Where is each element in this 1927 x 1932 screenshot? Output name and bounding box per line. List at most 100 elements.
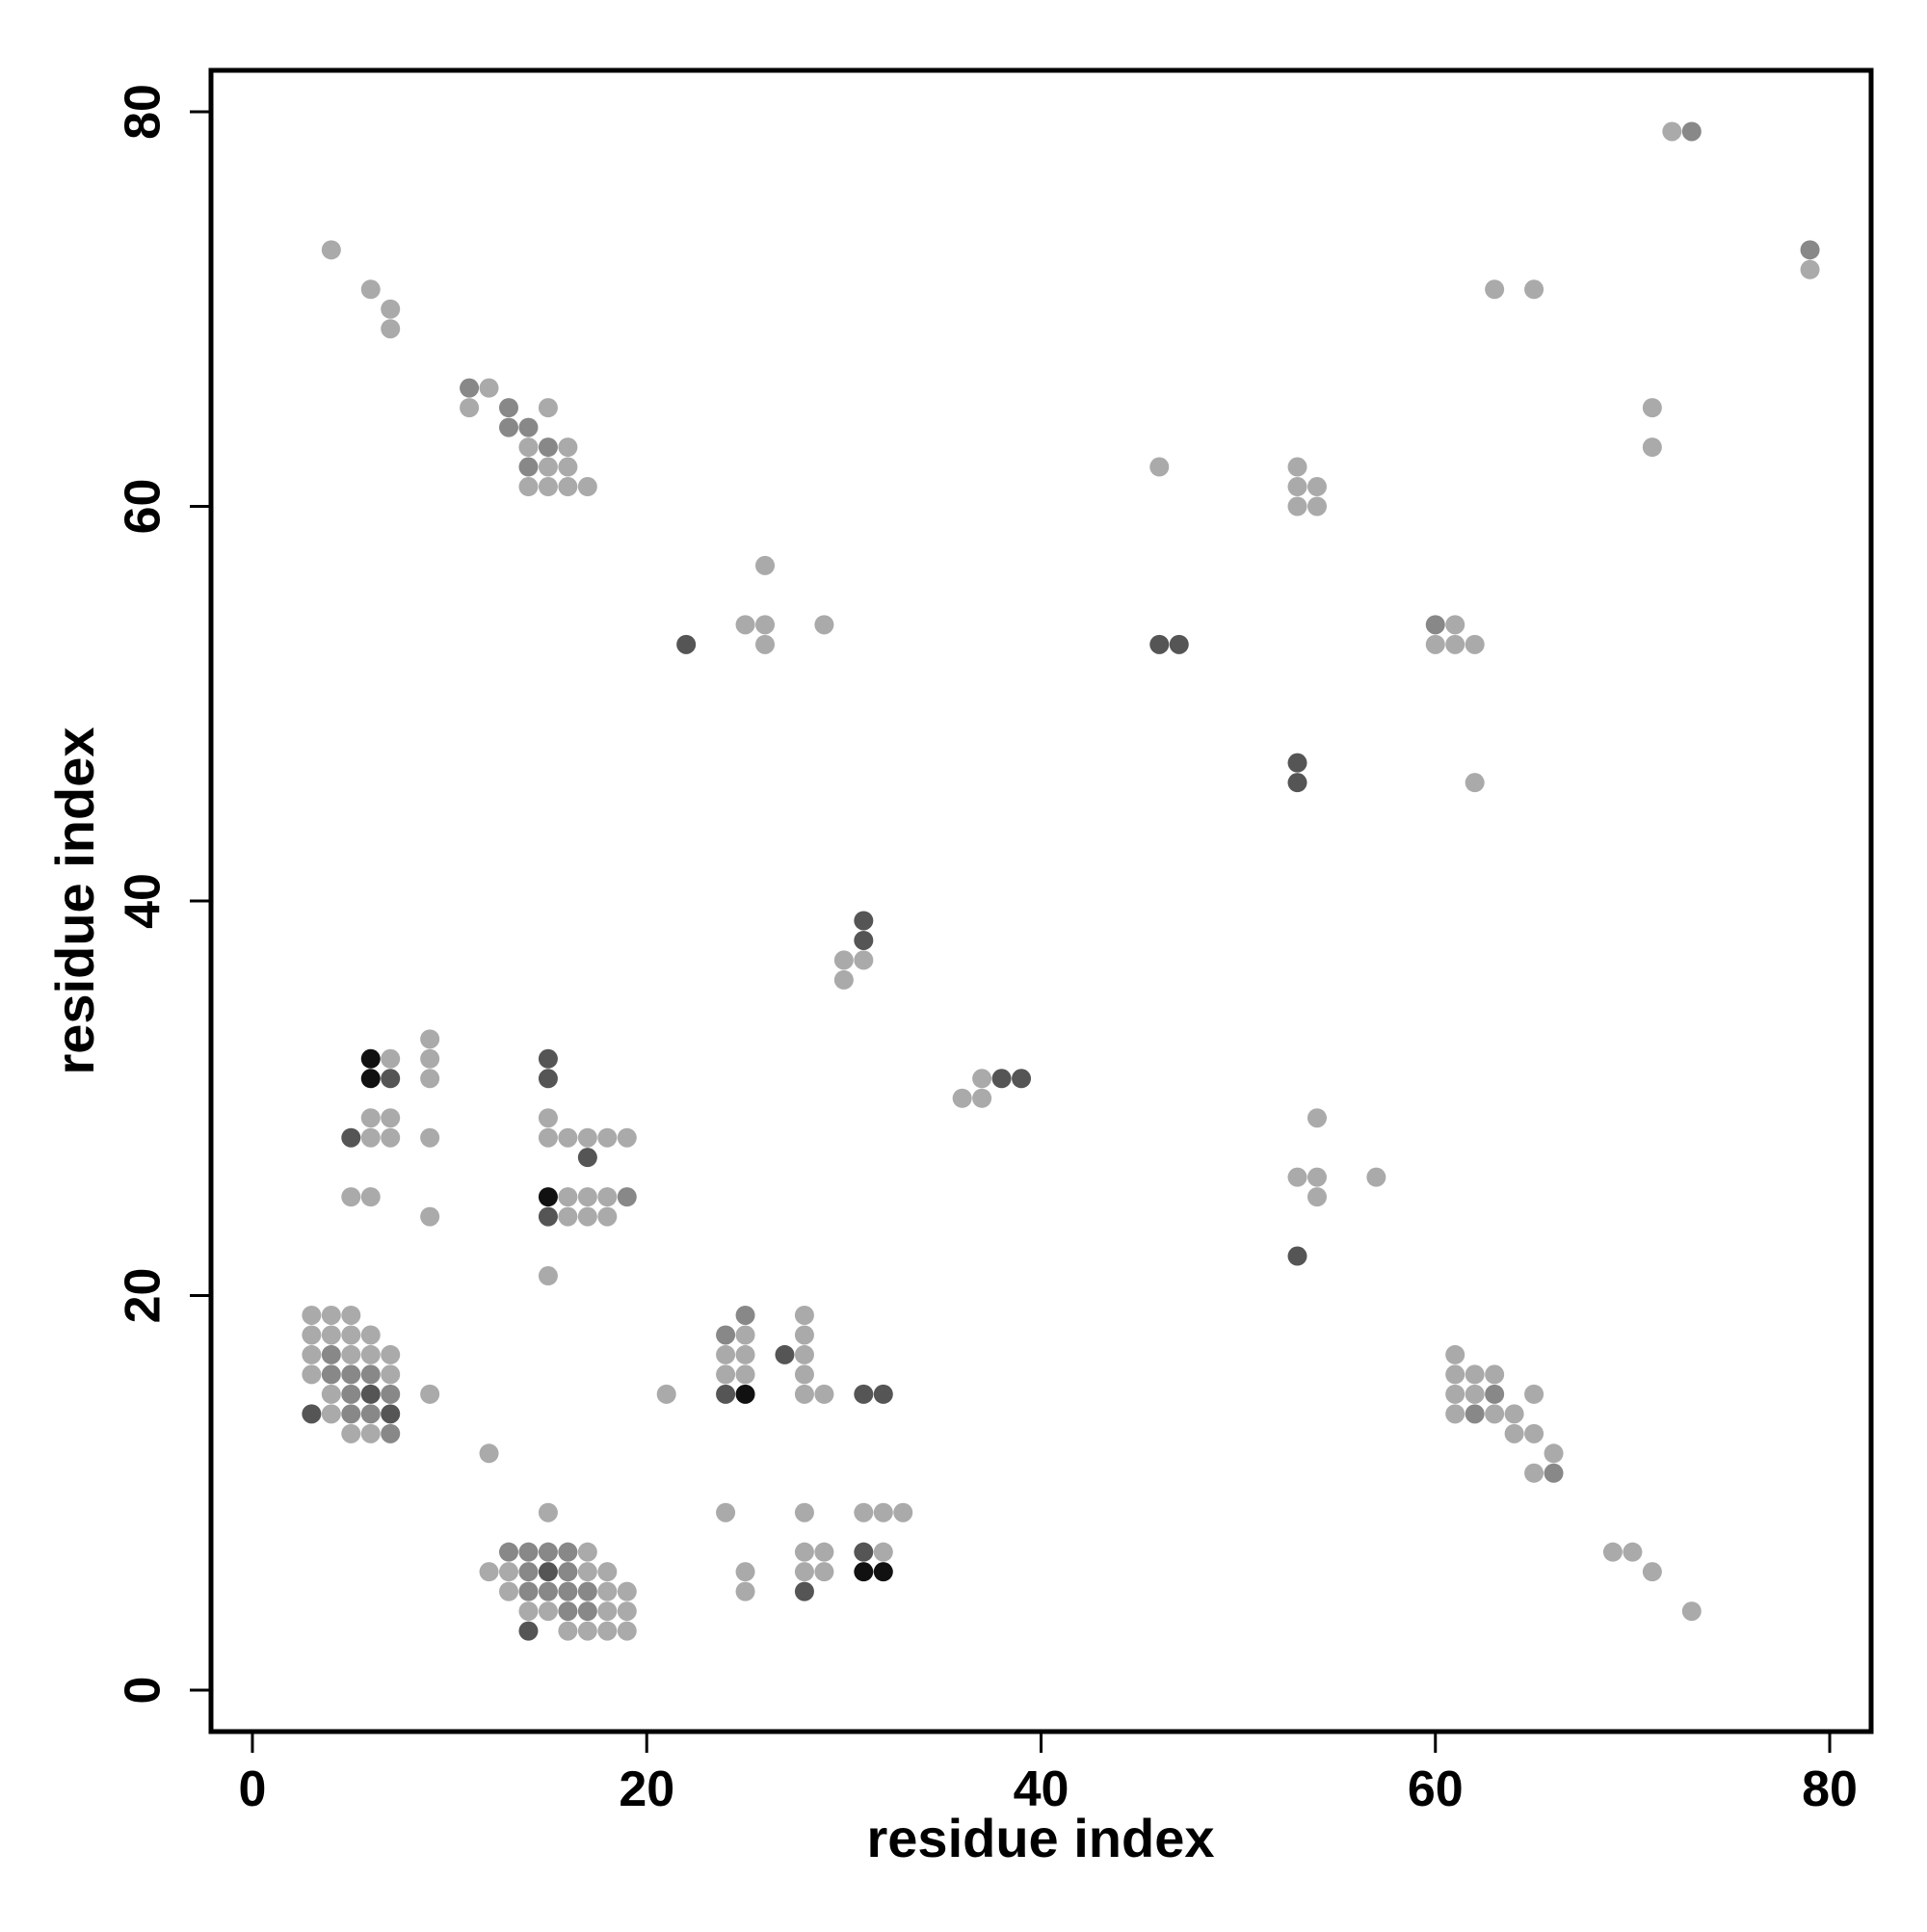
point: [1012, 1069, 1032, 1089]
point: [577, 1206, 597, 1227]
point: [420, 1069, 440, 1089]
point: [775, 1344, 795, 1364]
point: [460, 398, 480, 418]
point: [479, 1562, 499, 1582]
point: [360, 1048, 381, 1069]
point: [558, 1187, 578, 1207]
point: [341, 1127, 361, 1148]
point: [597, 1127, 618, 1148]
point: [360, 1404, 381, 1424]
point: [360, 1384, 381, 1404]
point: [341, 1305, 361, 1325]
point: [833, 950, 854, 970]
point: [794, 1325, 814, 1345]
point: [716, 1384, 736, 1404]
point: [597, 1187, 618, 1207]
point: [360, 1127, 381, 1148]
point: [873, 1502, 893, 1522]
point: [341, 1187, 361, 1207]
point: [321, 1404, 341, 1424]
x-tick-label: 80: [1802, 1761, 1858, 1817]
point: [360, 1187, 381, 1207]
point: [854, 950, 874, 970]
point: [341, 1423, 361, 1443]
point: [381, 1108, 401, 1128]
point: [854, 1502, 874, 1522]
point: [617, 1187, 637, 1207]
point: [302, 1404, 322, 1424]
point: [735, 1344, 755, 1364]
point: [814, 1562, 834, 1582]
point: [381, 1048, 401, 1069]
point: [1465, 773, 1485, 793]
point: [538, 1127, 558, 1148]
point: [538, 1206, 558, 1227]
point: [735, 1384, 755, 1404]
point: [617, 1601, 637, 1622]
point: [479, 1443, 499, 1464]
point: [991, 1069, 1012, 1089]
point: [558, 1542, 578, 1562]
point: [676, 634, 697, 654]
point: [1485, 1404, 1505, 1424]
y-tick-label: 40: [116, 873, 172, 929]
point: [518, 1621, 539, 1641]
point: [518, 457, 539, 477]
point: [1465, 1364, 1485, 1385]
x-tick-label: 0: [239, 1761, 267, 1817]
point: [873, 1542, 893, 1562]
point: [1504, 1404, 1524, 1424]
point: [1307, 1108, 1327, 1128]
point: [716, 1325, 736, 1345]
point: [460, 378, 480, 398]
point: [972, 1088, 992, 1108]
point: [1287, 753, 1307, 773]
point: [558, 1206, 578, 1227]
x-tick-label: 20: [619, 1761, 674, 1817]
point: [360, 1423, 381, 1443]
point: [321, 1305, 341, 1325]
point: [1287, 773, 1307, 793]
point: [341, 1404, 361, 1424]
point: [538, 1542, 558, 1562]
point: [577, 1542, 597, 1562]
point: [538, 1108, 558, 1128]
point: [1445, 1384, 1465, 1404]
point: [1366, 1167, 1386, 1187]
point: [577, 1621, 597, 1641]
point: [972, 1069, 992, 1089]
point: [577, 1127, 597, 1148]
point: [341, 1344, 361, 1364]
point: [538, 477, 558, 497]
point: [735, 1581, 755, 1601]
point: [498, 1562, 518, 1582]
point: [794, 1364, 814, 1385]
point: [716, 1344, 736, 1364]
point: [518, 1542, 539, 1562]
point: [1287, 1167, 1307, 1187]
point: [854, 930, 874, 950]
point: [854, 911, 874, 931]
point: [577, 477, 597, 497]
point: [597, 1601, 618, 1622]
point: [341, 1364, 361, 1385]
point: [360, 1108, 381, 1128]
point: [893, 1502, 913, 1522]
point: [360, 1069, 381, 1089]
y-tick-label: 60: [116, 479, 172, 535]
point: [302, 1344, 322, 1364]
point: [716, 1502, 736, 1522]
point: [1602, 1542, 1623, 1562]
point: [1307, 477, 1327, 497]
point: [381, 1127, 401, 1148]
y-tick-label: 80: [116, 84, 172, 140]
point: [1287, 1246, 1307, 1266]
point: [1485, 1364, 1505, 1385]
plot-frame: [208, 67, 1874, 1734]
point: [302, 1305, 322, 1325]
point: [1485, 1384, 1505, 1404]
point: [814, 615, 834, 635]
point: [538, 1048, 558, 1069]
point: [420, 1127, 440, 1148]
point: [1149, 634, 1170, 654]
